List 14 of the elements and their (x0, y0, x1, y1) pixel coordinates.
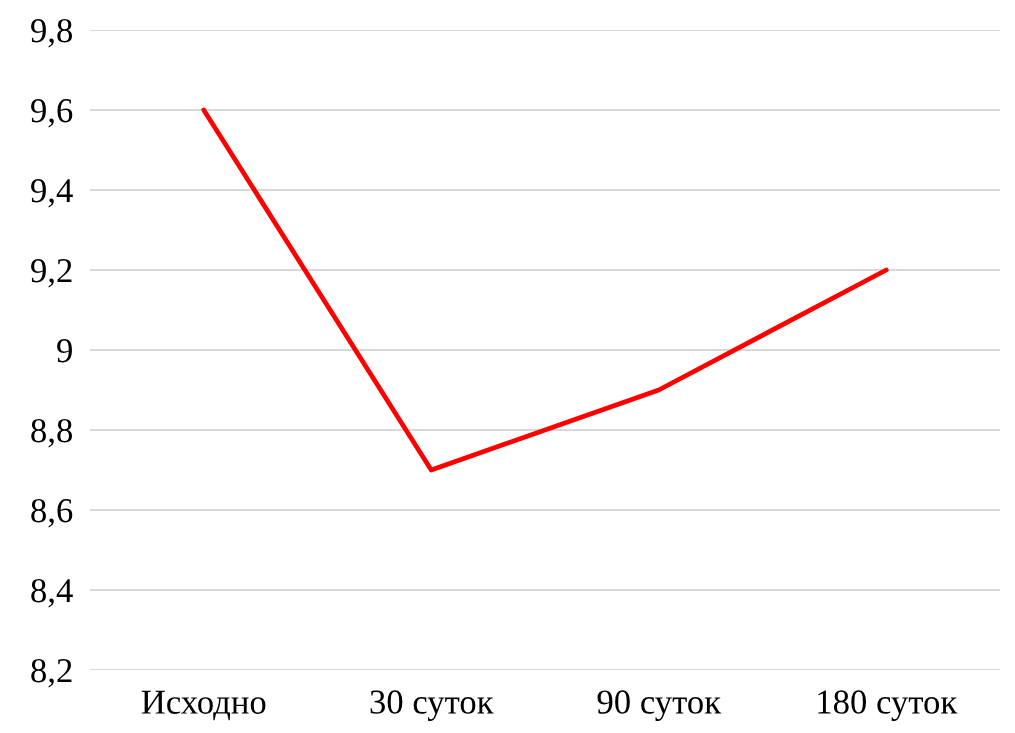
y-tick-label: 9,4 (31, 179, 73, 208)
x-tick-label: Исходно (141, 690, 266, 721)
y-tick-label: 9 (57, 339, 72, 363)
x-tick-label: 90 суток (597, 690, 722, 721)
line-series (201, 107, 889, 473)
y-tick-label: 9,6 (31, 99, 73, 128)
y-tick-label: 8,4 (31, 578, 73, 608)
y-tick-label: 8,6 (31, 498, 73, 528)
y-tick-label: 9,2 (31, 259, 72, 288)
x-tick-label: 180 суток (818, 690, 958, 721)
x-tick-label: 30 суток (370, 690, 494, 721)
y-tick-label: 8,8 (31, 418, 73, 448)
y-tick-label: 8,2 (31, 658, 72, 688)
y-tick-label: 9,8 (31, 18, 73, 48)
